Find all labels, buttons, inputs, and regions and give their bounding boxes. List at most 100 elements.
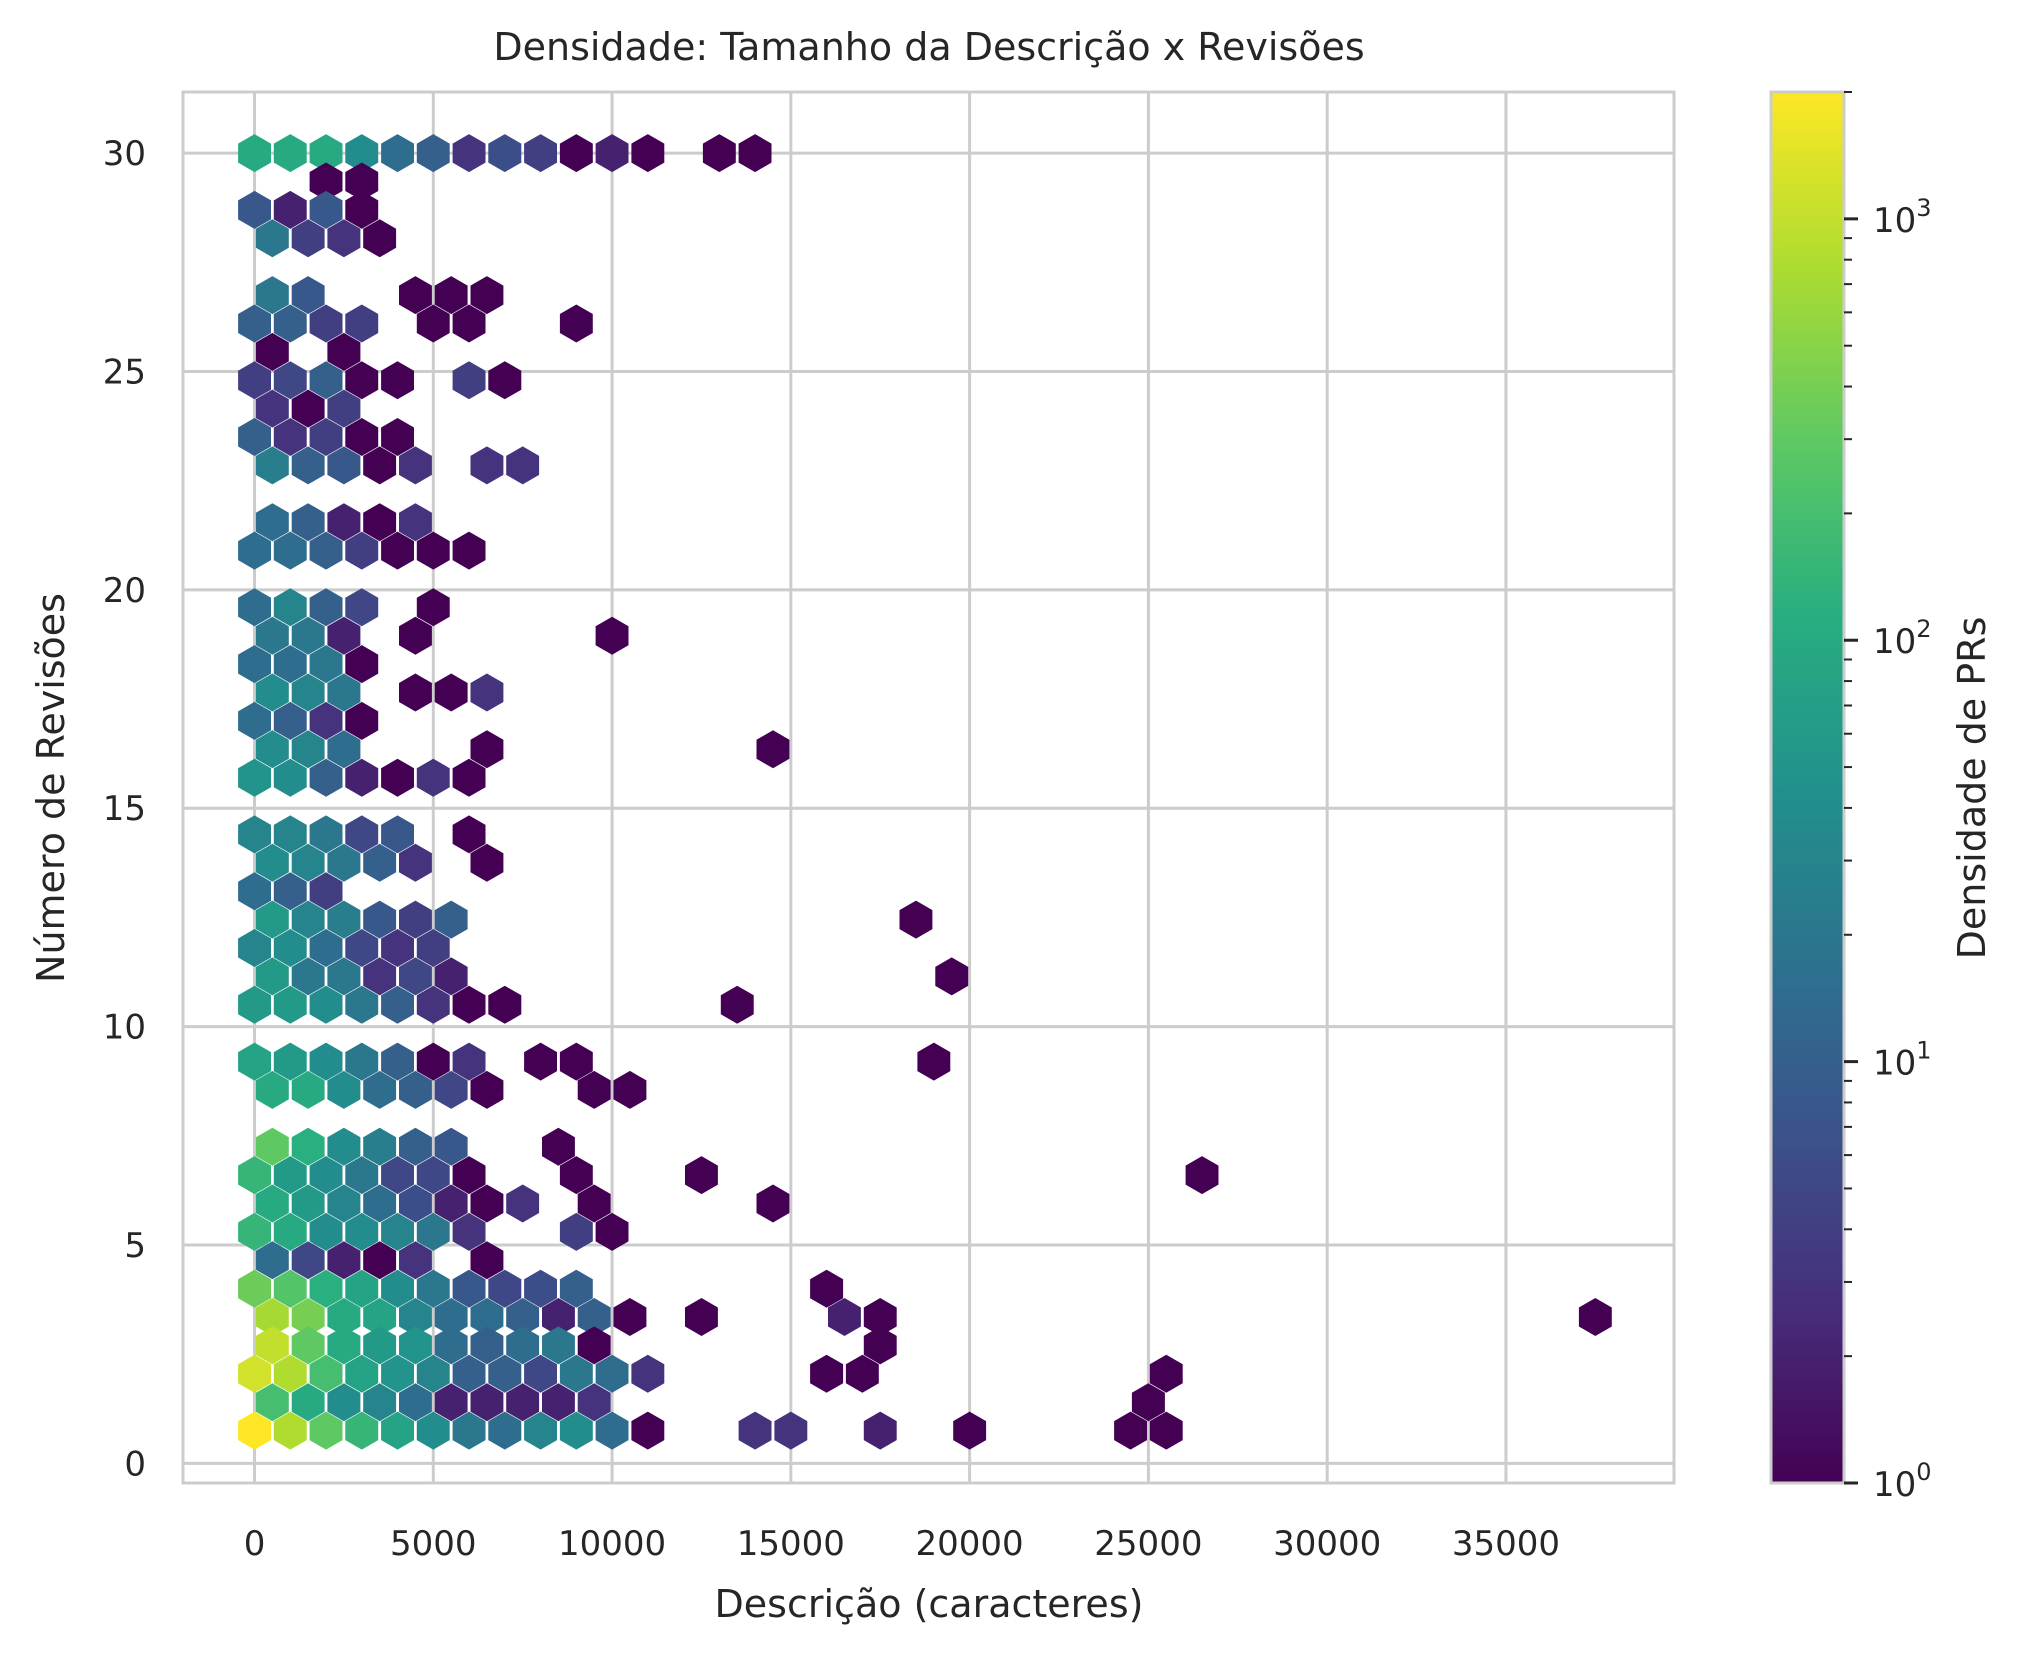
- hexbin-cell: [399, 1241, 432, 1280]
- hexbin-cell: [238, 1156, 271, 1195]
- hexbin-cell: [470, 446, 504, 485]
- hexbin-cell: [595, 1411, 629, 1450]
- hexbin-cell: [416, 758, 450, 797]
- hexbin-cell: [452, 1042, 486, 1081]
- hexbin-cell: [1149, 1411, 1183, 1450]
- colorbar-gradient: [1771, 92, 1844, 1483]
- hexbin-cell: [291, 1184, 325, 1223]
- hexbin-cell: [399, 503, 432, 542]
- hexbin-cell: [273, 645, 307, 684]
- hexbin-cell: [238, 361, 271, 400]
- hexbin-cell: [559, 304, 593, 343]
- hexbin-cell: [381, 1212, 414, 1251]
- hexbin-cell: [291, 957, 325, 996]
- hexbin-cell: [685, 1298, 718, 1336]
- hexbin-cell: [595, 1354, 629, 1393]
- hexbin-cell: [309, 985, 343, 1024]
- hexbin-cell: [399, 1070, 432, 1109]
- hexbin-cell: [416, 1156, 450, 1195]
- hexbin-cell: [309, 815, 343, 854]
- hexbin-cell: [255, 1070, 289, 1109]
- hexbin-cell: [255, 1184, 289, 1223]
- hexbin-cell: [416, 1354, 450, 1393]
- hexbin-cell: [470, 843, 504, 882]
- colorbar-tick-label: 100: [1873, 1458, 1932, 1505]
- hexbin-cell: [524, 1269, 557, 1308]
- hexbin-cell: [399, 446, 432, 485]
- hexbin-cell: [255, 843, 289, 882]
- hexbin-cell: [327, 673, 361, 712]
- hexbin-cell: [434, 1383, 468, 1422]
- hexbin-cell: [255, 730, 289, 769]
- hexbin-cell: [238, 418, 271, 456]
- hexbin-cell: [452, 1212, 486, 1251]
- hexbin-cell: [327, 957, 361, 996]
- hexbin-cell: [845, 1354, 879, 1393]
- hexbin-cell: [1185, 1156, 1219, 1195]
- hexbin-cell: [238, 701, 271, 740]
- hexbin-cell: [738, 1411, 772, 1450]
- hexbin-cell: [273, 1269, 307, 1308]
- hexbin-cell: [524, 1354, 557, 1393]
- hexbin-cell: [470, 1184, 504, 1223]
- hexbin-cell: [345, 134, 379, 173]
- hexbin-cell: [255, 276, 289, 315]
- hexbin-cell: [345, 162, 379, 201]
- hexbin-cell: [559, 134, 593, 173]
- hexbin-cell: [434, 1070, 468, 1109]
- hexbin-cell: [363, 219, 397, 258]
- hexbin-cell: [416, 588, 450, 627]
- hexbin-cell: [810, 1269, 844, 1308]
- hexbin-cells: [238, 134, 1612, 1450]
- hexbin-cell: [309, 134, 343, 173]
- hexbin-cell: [488, 985, 522, 1024]
- hexbin-cell: [291, 900, 325, 939]
- hexbin-cell: [291, 730, 325, 769]
- hexbin-cell: [255, 673, 289, 712]
- hexbin-cell: [416, 531, 450, 570]
- hexbin-cell: [363, 843, 397, 882]
- hexbin-cell: [470, 1241, 504, 1280]
- hexbin-cell: [238, 1212, 271, 1251]
- hexbin-cell: [416, 929, 450, 967]
- x-tick-label: 15000: [737, 1524, 845, 1564]
- hexbin-cell: [345, 1042, 379, 1081]
- hexbin-cell: [416, 134, 450, 173]
- hexbin-cell: [631, 134, 665, 173]
- hexbin-cell: [273, 701, 307, 740]
- hexbin-cell: [309, 361, 343, 400]
- hexbin-cell: [255, 1127, 289, 1166]
- hexbin-cell: [327, 1298, 361, 1336]
- hexbin-cell: [345, 929, 379, 967]
- hexbin-cell: [595, 1212, 629, 1251]
- hexbin-cell: [452, 361, 486, 400]
- hexbin-cell: [506, 1326, 540, 1365]
- hexbin-cell: [1149, 1354, 1183, 1393]
- hexbin-cell: [291, 1070, 325, 1109]
- hexbin-cell: [559, 1212, 593, 1251]
- y-tick-label: 10: [103, 1008, 146, 1048]
- hexbin-cell: [399, 616, 432, 655]
- hexbin-cell: [756, 1184, 790, 1223]
- hexbin-cell: [399, 900, 432, 939]
- hexbin-cell: [434, 1326, 468, 1365]
- hexbin-cell: [702, 134, 736, 173]
- hexbin-cell: [345, 531, 379, 570]
- hexbin-cell: [399, 673, 432, 712]
- chart-title: Densidade: Tamanho da Descrição x Revisõ…: [493, 25, 1364, 69]
- hexbin-cell: [255, 389, 289, 428]
- hexbin-cell: [524, 1411, 557, 1450]
- hexbin-cell: [452, 304, 486, 343]
- hexbin-cell: [327, 1383, 361, 1422]
- hexbin-cell: [935, 957, 969, 996]
- hexbin-cell: [309, 758, 343, 797]
- hexbin-cell: [470, 276, 504, 315]
- hexbin-cell: [238, 872, 271, 911]
- hexbin-cell: [345, 361, 379, 400]
- hexbin-cell: [470, 1298, 504, 1336]
- hexbin-cell: [738, 134, 772, 173]
- hexbin-cell: [255, 1241, 289, 1280]
- hexbin-cell: [631, 1354, 665, 1393]
- hexbin-cell: [345, 1354, 379, 1393]
- hexbin-cell: [255, 1326, 289, 1365]
